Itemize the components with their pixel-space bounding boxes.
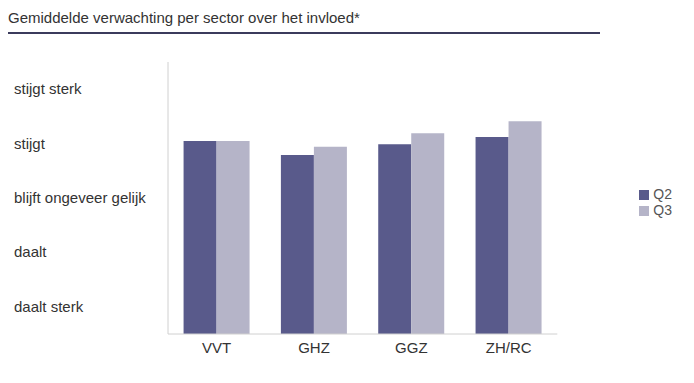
- svg-text:GGZ: GGZ: [395, 339, 428, 356]
- svg-text:daalt sterk: daalt sterk: [14, 298, 84, 315]
- svg-text:daalt: daalt: [14, 243, 47, 260]
- html-text:Gemiddelde verwachting per sec: Gemiddelde verwachting per sector over h…: [8, 9, 360, 26]
- html-text:Q3: Q3: [653, 201, 672, 218]
- svg-text:stijgt: stijgt: [14, 135, 46, 152]
- svg-text:GHZ: GHZ: [298, 339, 330, 356]
- svg-text:stijgt sterk: stijgt sterk: [14, 80, 82, 97]
- svg-text:VVT: VVT: [202, 339, 231, 356]
- html-text:Q2: Q2: [653, 185, 672, 202]
- svg-text:blijft ongeveer gelijk: blijft ongeveer gelijk: [14, 189, 146, 206]
- svg-text:ZH/RC: ZH/RC: [486, 339, 532, 356]
